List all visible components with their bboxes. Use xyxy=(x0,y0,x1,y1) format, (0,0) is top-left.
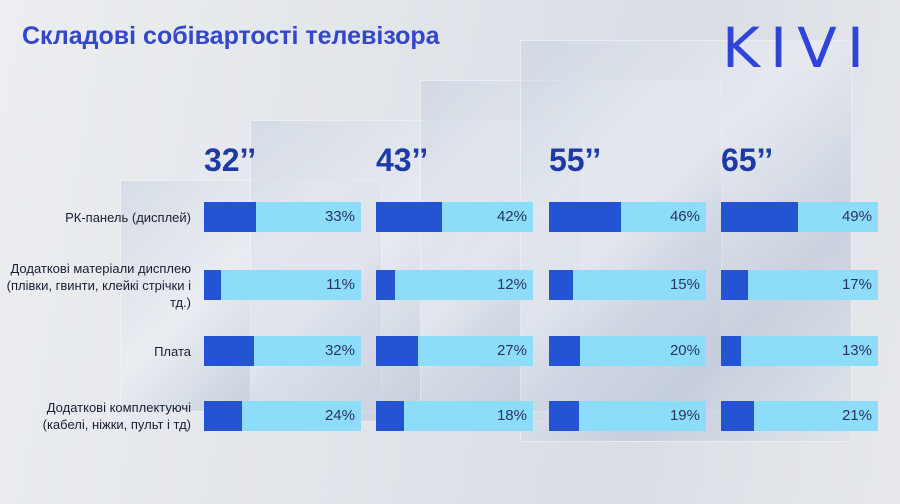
row-label: Додаткові матеріали дисплею (плівки, гви… xyxy=(6,260,191,310)
series-label: 32’’ xyxy=(204,142,257,178)
bar xyxy=(721,270,748,300)
row-label: РК-панель (дисплей) xyxy=(65,209,191,225)
bar-track xyxy=(204,270,361,300)
value-label: 18% xyxy=(496,407,527,424)
value-label: 49% xyxy=(841,208,872,225)
brand-logo: KIVI xyxy=(722,15,874,81)
value-label: 32% xyxy=(324,342,355,359)
value-label: 21% xyxy=(841,407,872,424)
value-label: 12% xyxy=(496,276,527,293)
bar xyxy=(721,401,754,431)
value-label: 17% xyxy=(841,276,872,293)
value-label: 13% xyxy=(841,342,872,359)
bar xyxy=(204,270,222,300)
value-label: 11% xyxy=(326,276,355,293)
bar xyxy=(204,336,255,366)
series-label: 55’’ xyxy=(549,142,602,178)
bar xyxy=(549,202,622,232)
value-label: 33% xyxy=(324,208,355,225)
value-label: 42% xyxy=(496,208,527,225)
bar xyxy=(549,401,579,431)
bar xyxy=(376,270,395,300)
series-label: 65’’ xyxy=(721,142,774,178)
bar xyxy=(204,401,242,431)
bar xyxy=(376,336,419,366)
bar xyxy=(549,270,573,300)
bar-track xyxy=(376,270,533,300)
bar xyxy=(204,202,256,232)
value-label: 24% xyxy=(324,407,355,424)
bar xyxy=(376,202,442,232)
value-label: 46% xyxy=(669,208,700,225)
value-label: 20% xyxy=(669,342,700,359)
bar-track xyxy=(549,270,706,300)
background-tv xyxy=(520,40,852,442)
bar xyxy=(376,401,405,431)
bar xyxy=(721,336,742,366)
value-label: 19% xyxy=(669,407,700,424)
row-label: Додаткові комплектуючі (кабелі, ніжки, п… xyxy=(42,400,191,432)
row-label: Плата xyxy=(154,343,191,359)
bar xyxy=(721,202,798,232)
series-label: 43’’ xyxy=(376,142,429,178)
value-label: 15% xyxy=(669,276,700,293)
bar xyxy=(549,336,581,366)
value-label: 27% xyxy=(496,342,527,359)
bar-track xyxy=(721,336,878,366)
chart-title: Складові собівартості телевізора xyxy=(22,22,440,50)
